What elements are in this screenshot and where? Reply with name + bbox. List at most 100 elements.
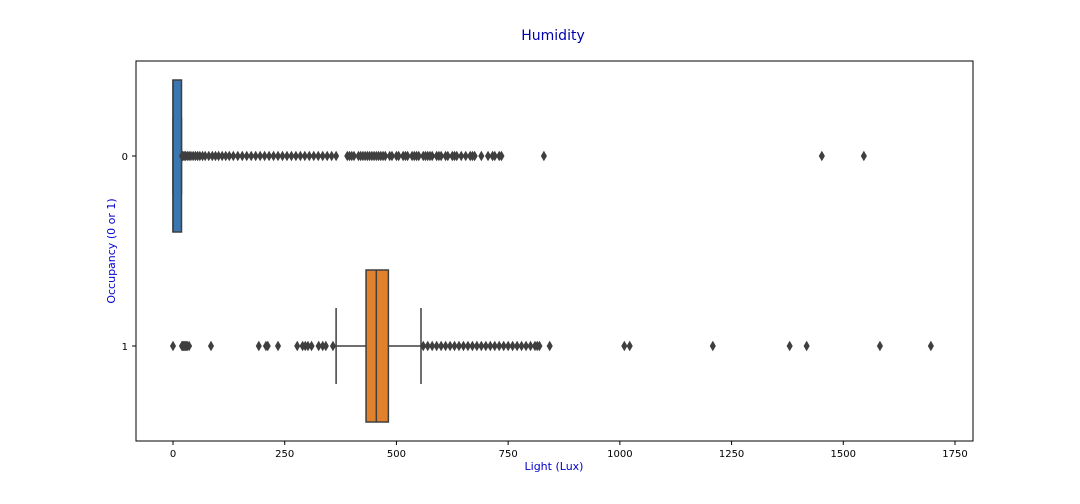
outlier-point — [322, 340, 329, 352]
outlier-point — [274, 340, 282, 352]
outlier-point — [462, 150, 469, 162]
outlier-point — [786, 340, 793, 352]
outlier-point — [487, 340, 494, 352]
outlier-point — [234, 150, 241, 162]
outlier-point — [518, 340, 525, 352]
outlier-point — [283, 150, 291, 162]
outlier-point — [446, 340, 454, 352]
outlier-point — [315, 340, 322, 352]
outlier-point — [288, 150, 295, 162]
x-tick-label: 750 — [499, 449, 518, 460]
outlier-point — [527, 340, 534, 352]
x-tick-label: 250 — [275, 449, 294, 460]
box-series-1 — [169, 269, 934, 423]
x-tick-label: 500 — [387, 449, 406, 460]
outlier-point — [546, 340, 553, 352]
box-series-0 — [172, 79, 867, 233]
outlier-point — [270, 150, 277, 162]
outlier-point — [333, 150, 340, 162]
outlier-point — [471, 150, 478, 162]
x-tick-label: 1500 — [831, 449, 856, 460]
box-iqr — [365, 269, 390, 423]
outlier-point — [315, 150, 322, 162]
outlier-point — [496, 340, 503, 352]
outlier-point — [243, 150, 250, 162]
outliers — [178, 150, 867, 162]
outliers — [169, 340, 934, 352]
outlier-point — [498, 150, 505, 162]
outlier-point — [248, 150, 255, 162]
outlier-point — [514, 340, 521, 352]
outlier-point — [484, 150, 492, 162]
outlier-point — [255, 340, 262, 352]
outlier-point — [429, 150, 436, 162]
outlier-point — [482, 340, 489, 352]
outlier-point — [252, 150, 259, 162]
outlier-point — [458, 150, 465, 162]
outlier-point — [473, 340, 480, 352]
outlier-point — [226, 150, 233, 162]
outlier-point — [927, 340, 934, 352]
outlier-point — [274, 150, 282, 162]
outlier-point — [328, 150, 335, 162]
outlier-point — [478, 150, 485, 162]
outlier-point — [266, 150, 273, 162]
outlier-point — [860, 150, 867, 162]
outlier-point — [505, 340, 512, 352]
outlier-point — [536, 340, 543, 352]
outlier-point — [491, 340, 498, 352]
outlier-point — [420, 340, 427, 352]
outlier-point — [324, 150, 331, 162]
outlier-point — [491, 150, 498, 162]
outlier-point — [442, 340, 449, 352]
outlier-point — [469, 340, 476, 352]
y-tick-label: 1 — [122, 342, 128, 353]
outlier-point — [709, 340, 716, 352]
outlier-point — [261, 150, 268, 162]
outlier-point — [876, 340, 883, 352]
outlier-point — [500, 340, 507, 352]
y-axis: 01 — [122, 152, 136, 353]
outlier-point — [478, 340, 485, 352]
outlier-point — [207, 340, 215, 352]
outlier-point — [438, 150, 445, 162]
outlier-point — [257, 150, 264, 162]
outlier-point — [294, 340, 301, 352]
plot-area — [169, 79, 934, 423]
outlier-point — [186, 340, 193, 352]
outlier-point — [509, 340, 516, 352]
outlier-point — [169, 340, 177, 352]
outlier-point — [279, 150, 286, 162]
outlier-point — [429, 340, 436, 352]
outlier-point — [239, 150, 246, 162]
x-tick-label: 1250 — [719, 449, 744, 460]
outlier-point — [444, 150, 451, 162]
outlier-point — [329, 340, 337, 352]
y-tick-label: 0 — [122, 152, 128, 163]
outlier-point — [621, 340, 628, 352]
outlier-point — [433, 340, 440, 352]
outlier-point — [388, 150, 396, 162]
plot-frame — [135, 60, 974, 442]
outlier-point — [382, 150, 389, 162]
outlier-point — [460, 340, 467, 352]
outlier-point — [230, 150, 237, 162]
chart-title: Humidity — [521, 28, 584, 44]
outlier-point — [803, 340, 810, 352]
outlier-point — [350, 150, 358, 162]
outlier-point — [451, 340, 458, 352]
x-axis-label: Light (Lux) — [525, 460, 584, 473]
x-axis: 0 250 500 750 1000 1250 1500 1750 — [170, 441, 968, 460]
outlier-point — [297, 150, 304, 162]
outlier-point — [306, 150, 313, 162]
outlier-point — [264, 340, 271, 352]
x-tick-label: 1750 — [942, 449, 967, 460]
x-tick-label: 0 — [170, 449, 176, 460]
outlier-point — [292, 150, 299, 162]
outlier-point — [626, 340, 633, 352]
outlier-point — [522, 340, 530, 352]
outlier-point — [818, 150, 825, 162]
outlier-point — [424, 340, 431, 352]
outlier-point — [415, 150, 422, 162]
